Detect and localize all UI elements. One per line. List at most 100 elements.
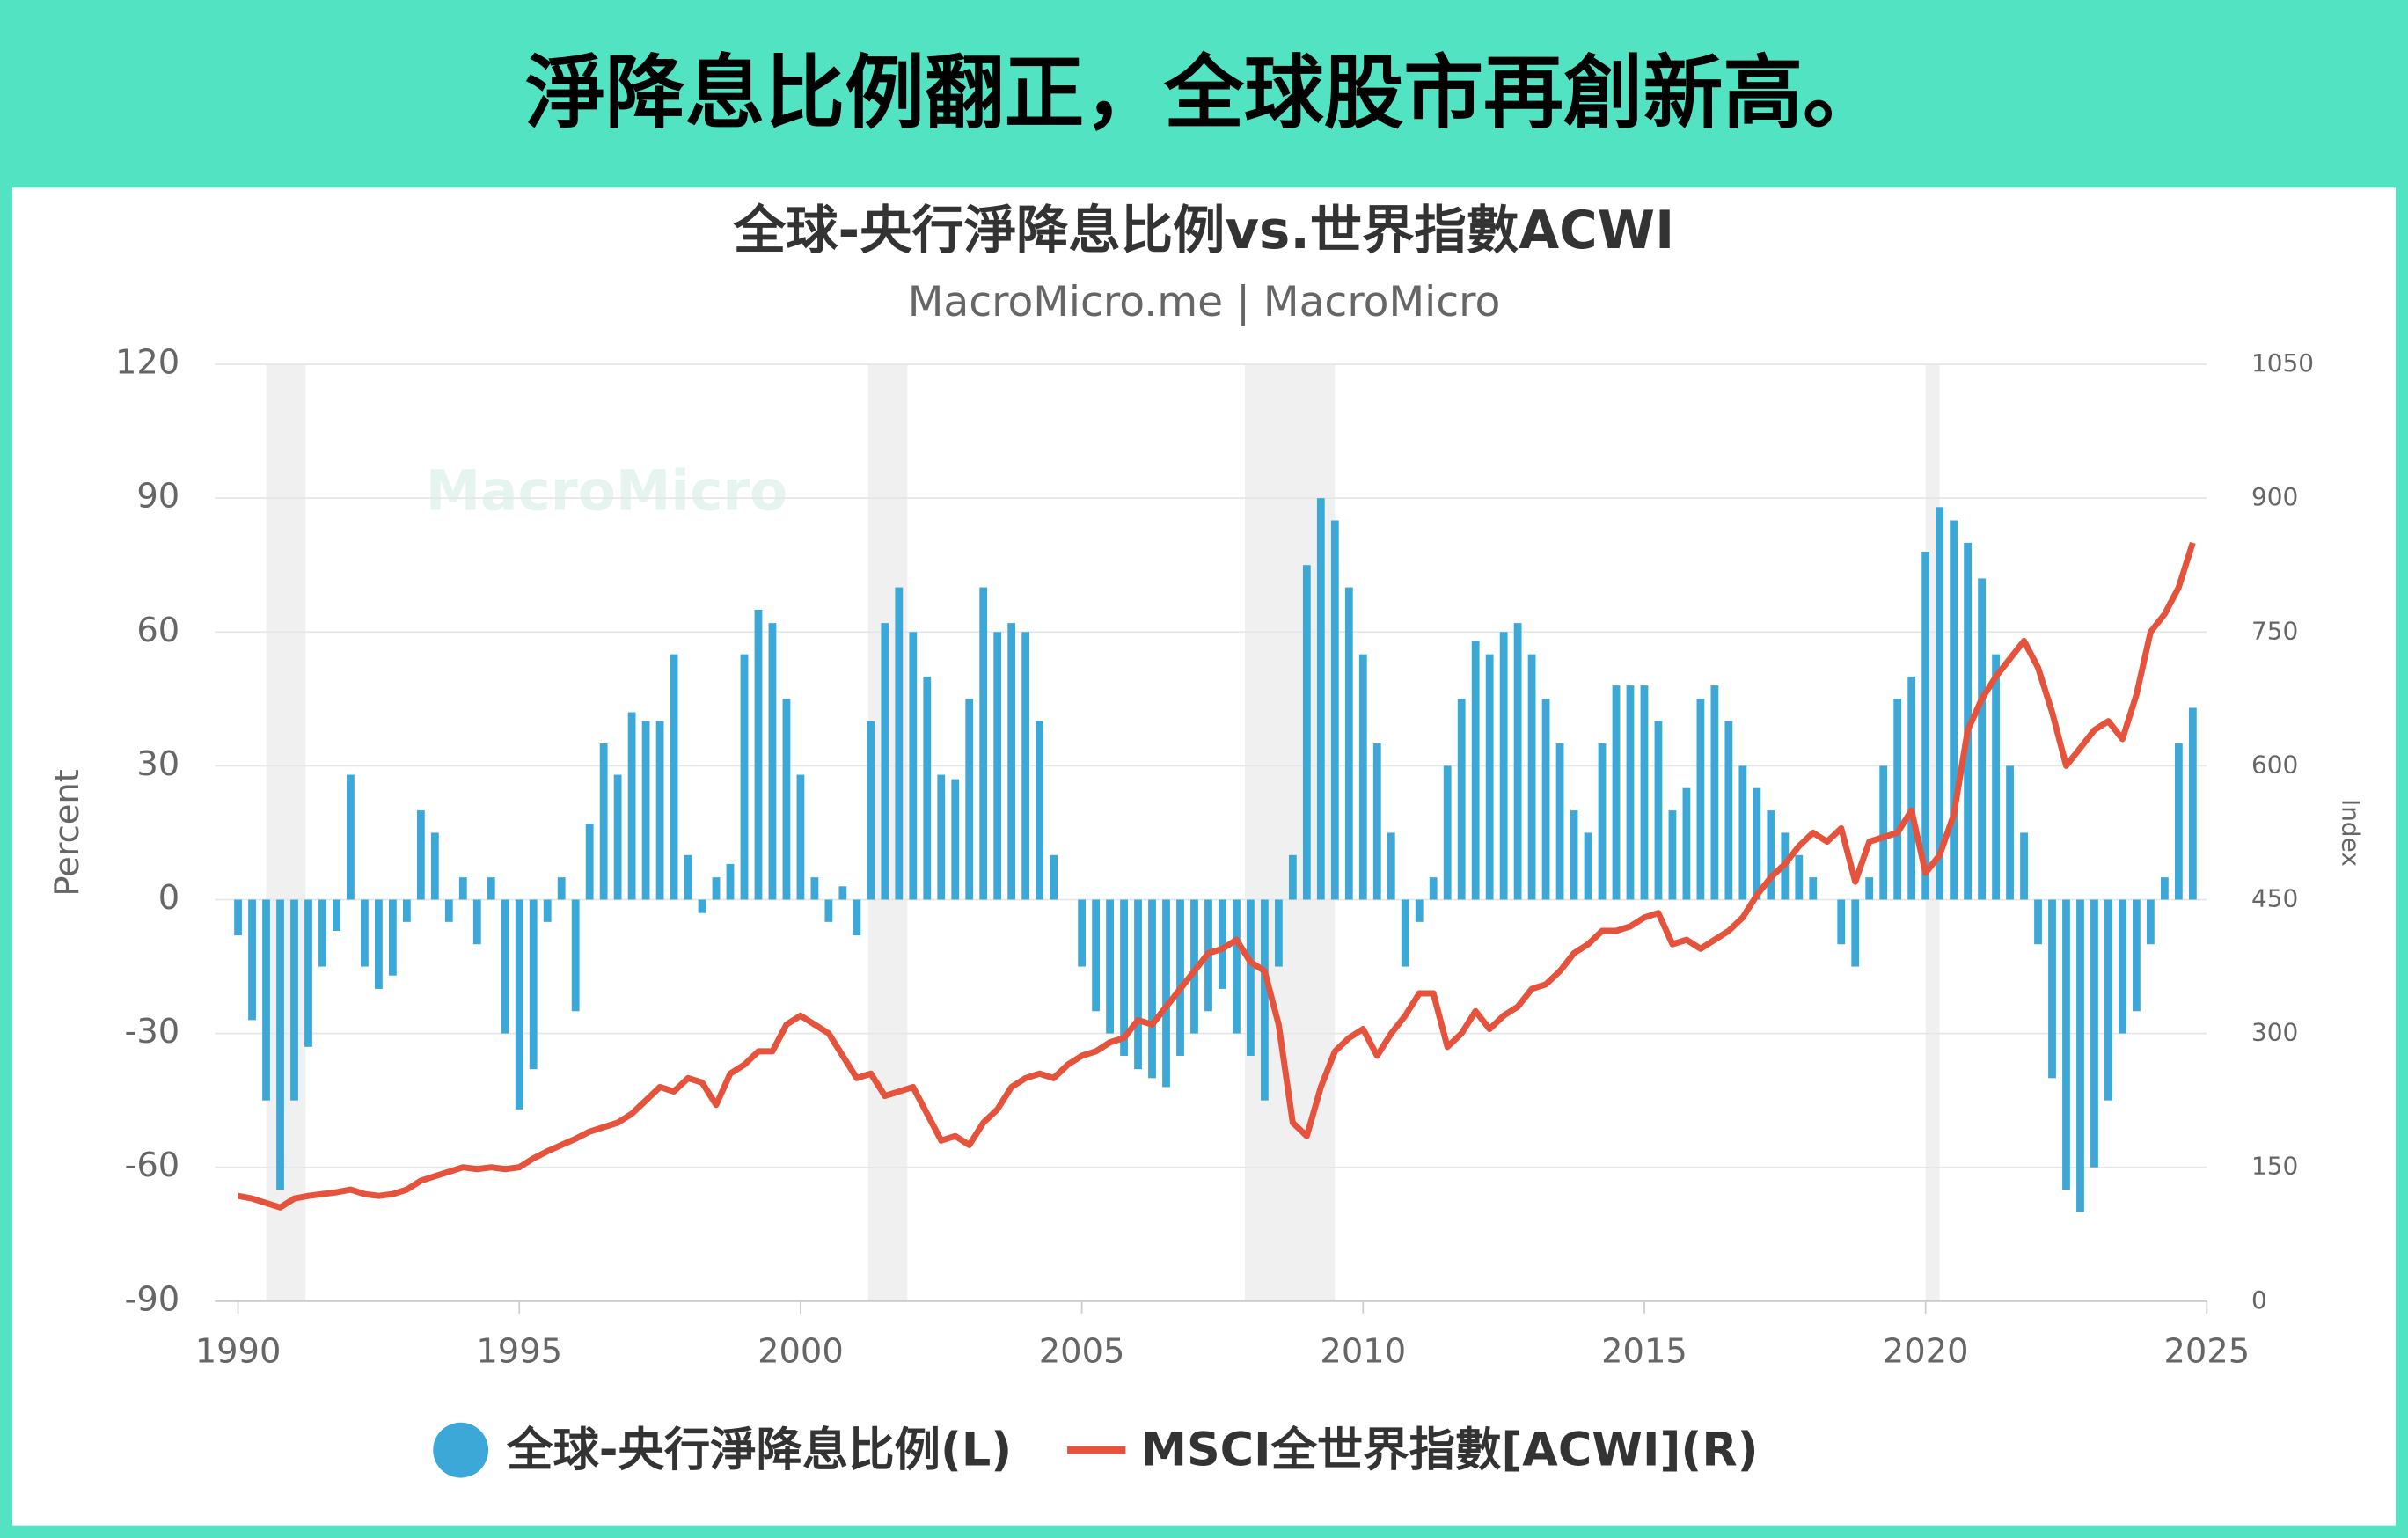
- bar: [1148, 899, 1156, 1079]
- bar: [838, 886, 847, 900]
- bar: [740, 654, 749, 900]
- bar: [613, 774, 622, 900]
- bar: [557, 877, 566, 900]
- bar: [1036, 721, 1044, 900]
- bar: [1233, 899, 1241, 1034]
- bar: [1851, 899, 1860, 967]
- bar: [951, 779, 960, 900]
- y2-tick-label: 750: [2251, 616, 2298, 645]
- bar: [1007, 623, 1016, 900]
- bar: [1485, 654, 1494, 900]
- bar: [472, 899, 481, 945]
- bar: [1668, 810, 1677, 900]
- bar: [1288, 854, 1297, 900]
- y-tick-label: -60: [125, 1146, 180, 1185]
- bar: [895, 587, 904, 900]
- bar: [333, 899, 340, 931]
- bar: [416, 810, 425, 900]
- bar: [1738, 765, 1747, 900]
- bar: [585, 824, 594, 900]
- bar: [2062, 899, 2070, 1190]
- bar: [1330, 520, 1339, 900]
- bar: [655, 721, 664, 900]
- bar: [234, 899, 242, 936]
- y-tick-label: -30: [125, 1012, 180, 1051]
- bar: [1992, 654, 2000, 900]
- bar: [782, 699, 791, 900]
- bar: [2119, 899, 2126, 1034]
- bar: [2133, 899, 2141, 1012]
- bar: [1795, 854, 1804, 900]
- bar: [487, 877, 495, 900]
- bar: [599, 743, 608, 900]
- y2-tick-label: 1050: [2251, 348, 2314, 377]
- bar: [796, 774, 805, 900]
- bar: [262, 899, 270, 1101]
- bar: [768, 623, 777, 900]
- x-tick-label: 2010: [1320, 1332, 1406, 1372]
- y-axis-label: Percent: [48, 769, 87, 896]
- bar: [1021, 632, 1030, 900]
- y2-tick-label: 300: [2251, 1018, 2298, 1047]
- bar: [361, 899, 369, 967]
- bar: [1570, 810, 1578, 900]
- bar: [1837, 899, 1846, 945]
- y2-axis-label: Index: [2337, 799, 2366, 867]
- bar: [1541, 699, 1550, 900]
- bar: [1401, 899, 1409, 967]
- bar: [1753, 787, 1761, 900]
- bar: [1247, 899, 1255, 1056]
- bar: [1176, 899, 1184, 1056]
- bar: [1078, 899, 1087, 967]
- y-tick-label: 60: [136, 611, 179, 650]
- bar: [1106, 899, 1114, 1034]
- bar: [402, 899, 411, 922]
- bar: [1682, 787, 1691, 900]
- line: [237, 541, 2196, 1211]
- bar: [1457, 699, 1466, 900]
- bar: [2188, 707, 2197, 900]
- bar: [810, 877, 819, 900]
- bar: [2020, 832, 2028, 900]
- bar: [347, 774, 355, 900]
- bar: [1584, 832, 1592, 900]
- bar: [290, 899, 298, 1101]
- bar: [2006, 765, 2014, 900]
- bar: [1527, 654, 1536, 900]
- y-tick-label: 90: [136, 477, 179, 516]
- bar: [1555, 743, 1564, 900]
- bar: [1358, 654, 1367, 900]
- bar: [458, 877, 467, 900]
- bar: [1302, 565, 1311, 900]
- watermark: MacroMicro: [426, 459, 788, 524]
- bar: [1387, 832, 1395, 900]
- x-tick-label: 2000: [758, 1332, 844, 1372]
- bar: [543, 899, 552, 922]
- legend-label: MSCI全世界指數[ACWI](R): [1141, 1424, 1759, 1477]
- panel: [11, 187, 2397, 1526]
- bar: [444, 899, 453, 922]
- bar: [684, 854, 692, 900]
- bar: [388, 899, 397, 976]
- bar: [2104, 899, 2112, 1101]
- bar: [853, 899, 861, 936]
- bar: [1626, 685, 1635, 900]
- bar: [1978, 578, 1986, 900]
- bar: [2174, 743, 2183, 900]
- bar: [979, 587, 988, 900]
- bar: [1696, 699, 1705, 900]
- bar: [937, 774, 946, 900]
- bar: [1134, 899, 1142, 1070]
- y-tick-label: 0: [158, 878, 179, 918]
- bar: [2048, 899, 2056, 1079]
- bar: [1598, 743, 1607, 900]
- x-tick-label: 2025: [2163, 1332, 2250, 1372]
- bar: [1471, 641, 1480, 900]
- bar: [993, 632, 1002, 900]
- legend-marker: [433, 1422, 489, 1478]
- y2-tick-label: 600: [2251, 750, 2298, 779]
- bar: [881, 623, 889, 900]
- bar: [1499, 632, 1508, 900]
- bar: [627, 712, 636, 900]
